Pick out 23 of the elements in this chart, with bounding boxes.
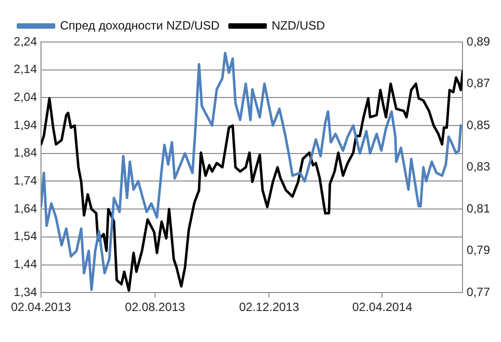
y-tick-label: 2,14 (14, 62, 38, 76)
y-tick-label: 2,04 (14, 90, 38, 104)
y-tick-label: 1,54 (14, 229, 38, 244)
x-tick-label: 02.04.2013 (11, 300, 72, 314)
x-tick-label: 02.12.2013 (239, 300, 300, 314)
y-tick-label: 1,44 (14, 257, 38, 272)
y-tick-label: 2,24 (14, 34, 38, 48)
legend-label: Спред доходности NZD/USD (60, 18, 220, 32)
legend-label: NZD/USD (272, 18, 326, 32)
y2-tick-label: 0,79 (466, 243, 490, 258)
y2-tick-label: 0,87 (466, 76, 490, 90)
y-tick-label: 1,34 (14, 284, 38, 299)
y-tick-label: 1,64 (14, 201, 38, 216)
y-tick-label: 1,94 (14, 118, 38, 132)
y-tick-label: 1,84 (14, 146, 38, 160)
y2-tick-label: 0,77 (466, 284, 490, 299)
y2-tick-label: 0,89 (466, 34, 490, 48)
x-tick-label: 02.04.2014 (352, 300, 413, 314)
y2-tick-label: 0,83 (466, 160, 490, 174)
y2-tick-label: 0,85 (466, 118, 490, 132)
x-tick-label: 02.08.2013 (125, 300, 186, 314)
y2-tick-label: 0,81 (466, 201, 490, 216)
y-tick-label: 1,74 (14, 174, 38, 188)
